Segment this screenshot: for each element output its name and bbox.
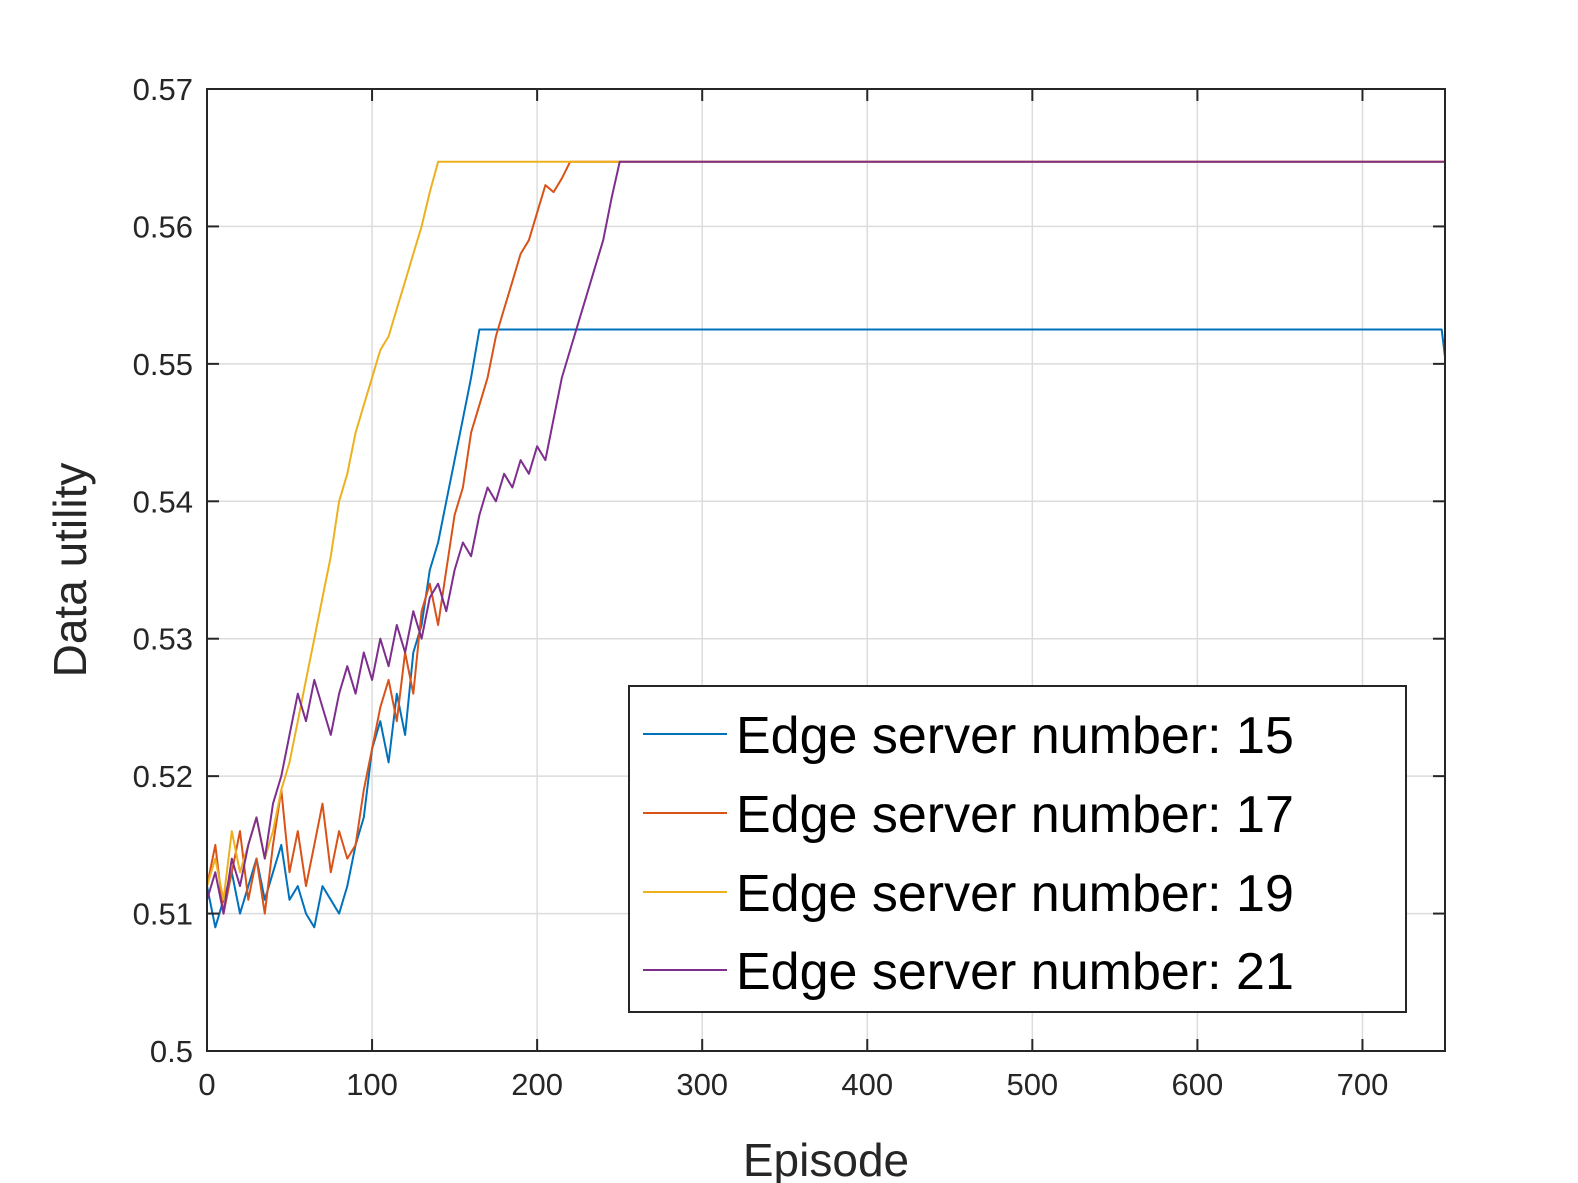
x-tick-label: 0 [198, 1067, 215, 1102]
y-axis-label: Data utility [44, 463, 96, 678]
x-tick-label: 300 [676, 1067, 728, 1102]
y-tick-label: 0.57 [133, 72, 193, 107]
x-axis-label: Episode [743, 1134, 909, 1183]
legend: Edge server number: 15 Edge server number… [628, 685, 1407, 1013]
legend-label-2: Edge server number: 17 [736, 786, 1294, 844]
legend-items: Edge server number: 15 Edge server number… [643, 707, 1294, 1001]
x-tick-label: 700 [1337, 1067, 1389, 1102]
series-line-1 [206, 328, 1446, 929]
x-tick-labels: 0 100 200 300 400 500 600 700 [198, 1067, 1388, 1102]
axis-ticks [206, 88, 1445, 1052]
x-tick-label: 200 [511, 1067, 563, 1102]
x-tick-label: 400 [841, 1067, 893, 1102]
y-tick-label: 0.53 [133, 622, 193, 657]
y-tick-label: 0.5 [150, 1034, 193, 1069]
plot-frame [206, 88, 1446, 1052]
x-tick-label: 100 [346, 1067, 398, 1102]
legend-label-1: Edge server number: 15 [736, 707, 1294, 765]
x-tick-label: 500 [1006, 1067, 1058, 1102]
y-tick-labels: 0.5 0.51 0.52 0.53 0.54 0.55 0.56 0.57 [133, 72, 193, 1069]
series-layer [206, 160, 1446, 929]
series-line-4 [206, 160, 1445, 915]
y-tick-label: 0.54 [133, 484, 193, 519]
y-tick-label: 0.55 [133, 347, 193, 382]
legend-label-3: Edge server number: 19 [736, 865, 1294, 923]
y-tick-label: 0.52 [133, 759, 193, 794]
legend-box [628, 685, 1407, 1013]
y-tick-label: 0.56 [133, 209, 193, 244]
legend-label-4: Edge server number: 21 [736, 943, 1294, 1001]
x-tick-label: 600 [1172, 1067, 1224, 1102]
y-tick-label: 0.51 [133, 897, 193, 932]
